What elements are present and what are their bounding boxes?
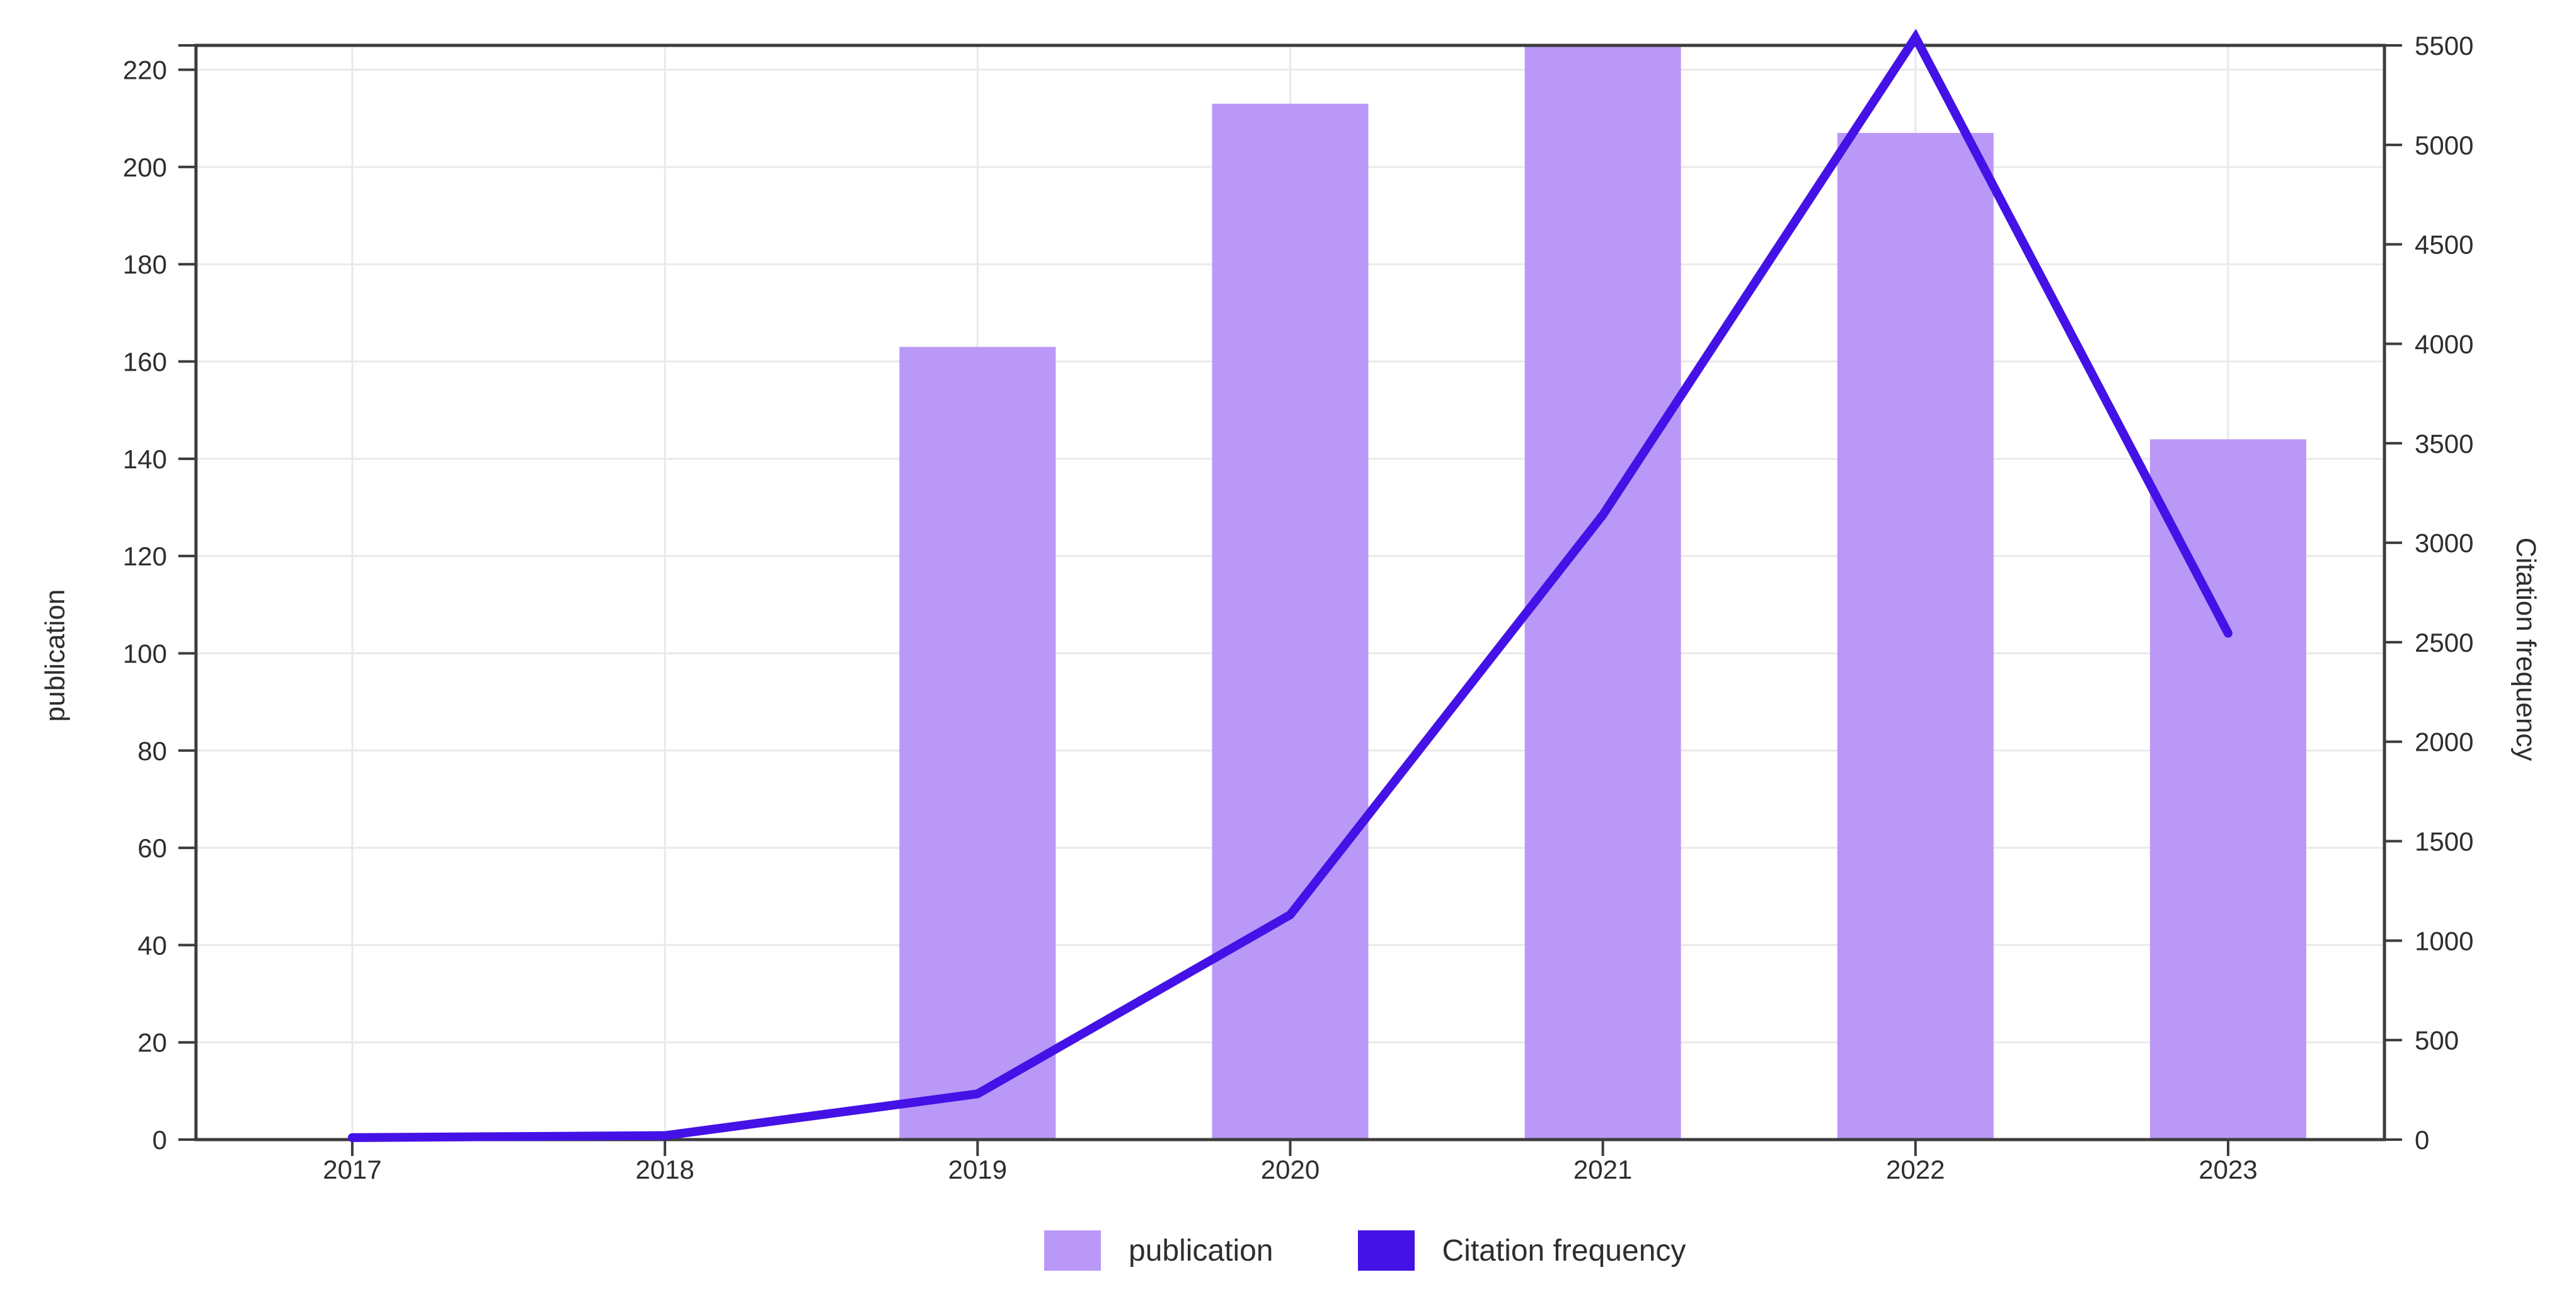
legend-label-citation-frequency: Citation frequency [1442,1234,1686,1268]
left-tick-label: 180 [123,250,167,279]
left-tick-label: 0 [152,1125,167,1155]
right-tick-label: 4000 [2415,329,2473,359]
right-tick-label: 5000 [2415,130,2473,160]
left-tick-label: 20 [137,1028,167,1058]
left-tick-label: 140 [123,444,167,474]
legend-swatch-publication [1044,1230,1101,1271]
right-tick-label: 2000 [2415,727,2473,757]
left-axis-title: publication [40,589,71,722]
x-tick-label: 2021 [1573,1155,1632,1184]
right-tick-label: 2500 [2415,628,2473,657]
right-tick-label: 500 [2415,1026,2459,1055]
legend-swatch-citation-frequency [1357,1230,1415,1271]
left-tick-label: 100 [123,639,167,668]
bar-2019 [899,347,1056,1140]
citation-frequency-line [348,28,2233,1142]
right-tick-label: 0 [2415,1125,2429,1155]
right-tick-label: 5500 [2415,31,2473,61]
x-tick-label: 2017 [323,1155,381,1184]
right-tick-label: 3000 [2415,528,2473,558]
legend: publication Citation frequency [1044,1227,1686,1274]
right-tick-label: 4500 [2415,230,2473,260]
right-tick-label: 1500 [2415,827,2473,857]
left-tick-label: 200 [123,153,167,182]
x-tick-label: 2018 [635,1155,694,1184]
legend-item-citation-frequency: Citation frequency [1357,1230,1686,1271]
bar-2022 [1837,132,1994,1140]
left-tick-label: 220 [123,55,167,85]
left-tick-label: 160 [123,347,167,377]
legend-item-publication: publication [1044,1230,1274,1271]
x-tick-label: 2023 [2199,1155,2257,1184]
left-tick-label: 80 [137,736,167,766]
bar-2023 [2149,439,2306,1140]
bar-2021 [1524,45,1681,1140]
right-tick-label: 3500 [2415,429,2473,458]
right-tick-label: 1000 [2415,926,2473,956]
legend-label-publication: publication [1129,1234,1274,1268]
left-tick-label: 120 [123,541,167,571]
x-tick-label: 2019 [948,1155,1007,1184]
x-tick-label: 2020 [1261,1155,1320,1184]
left-tick-label: 60 [137,833,167,863]
left-tick-label: 40 [137,930,167,960]
bar-2020 [1212,103,1369,1140]
right-axis-title: Citation frequency [2510,537,2541,761]
x-tick-label: 2022 [1886,1155,1945,1184]
